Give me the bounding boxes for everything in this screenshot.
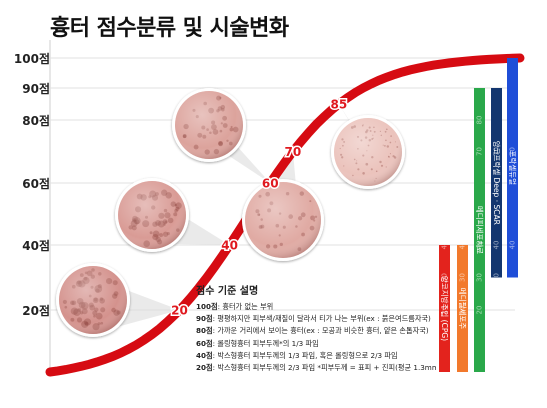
legend-text: : 가까운 거리에서 보이는 흉터(ex : 모공과 비슷한 흉터, 얕은 손톱… <box>212 326 429 336</box>
y-axis-label: 90점 <box>22 82 50 96</box>
legend-score: 60점 <box>196 338 213 348</box>
skin-sample-20 <box>56 263 130 337</box>
treatment-tick: 30 <box>459 273 467 282</box>
legend-text: : 흉터가 없는 부위 <box>217 302 274 311</box>
legend-score: 100점 <box>196 302 218 311</box>
treatment-tick: 40 <box>476 241 484 250</box>
legend-title: 점수 기준 설명 <box>196 286 259 297</box>
legend-row-80: 80점: 가까운 거리에서 보이는 흉터(ex : 모공과 비슷한 흉터, 얕은… <box>196 325 436 337</box>
treatment-tick: 70 <box>509 147 517 156</box>
treatment-tick: 70 <box>493 147 501 156</box>
legend-row-90: 90점: 평평하지만 피부색/재질이 달라서 티가 나는 부위(ex : 붉은여… <box>196 313 436 325</box>
score-curve <box>45 53 525 377</box>
treatment-tick: 40 <box>441 241 449 250</box>
treatment-tick: 80 <box>476 116 484 125</box>
skin-sample-85 <box>331 115 405 189</box>
y-axis-label: 40점 <box>22 239 50 253</box>
legend-text: : 롤링형흉터 피부두께*의 1/3 파임 <box>212 338 319 348</box>
treatment-tick: 20 <box>476 306 484 315</box>
treatment-tick: 40 <box>493 241 501 250</box>
treatment-tick: 30 <box>441 273 449 282</box>
skin-sample-40 <box>115 178 189 252</box>
treatment-tick: 40 <box>509 241 517 250</box>
treatment-bar-fill <box>491 88 502 278</box>
treatment-bar-fill <box>507 58 518 278</box>
legend-score: 90점 <box>196 314 213 324</box>
legend-score: 20점 <box>196 363 213 373</box>
curve-marker: 85 <box>331 98 348 112</box>
y-axis-label: 20점 <box>22 304 50 318</box>
legend-score: 80점 <box>196 326 213 336</box>
legend-row-20: 20점: 박스형흉터 피부두께의 2/3 파임 *피부두께 = 표피 + 진피(… <box>196 362 436 374</box>
treatment-name: 메디피세포치료 <box>475 206 484 254</box>
y-axis-label: 80점 <box>22 114 50 128</box>
treatment-tick: 30 <box>493 273 501 282</box>
curve-marker: 20 <box>171 304 188 318</box>
treatment-name: 메디필세포주 <box>458 288 468 329</box>
treatment-tick: 20 <box>459 306 467 315</box>
treatment-name: 프락셀듀얼 <box>508 151 518 186</box>
score-legend: 점수 기준 설명 100점: 흉터가 없는 부위 90점: 평평하지만 피부색/… <box>196 285 436 374</box>
y-axis-label: 100점 <box>13 52 50 66</box>
legend-row-40: 40점: 박스형흉터 피부두께의 1/3 파임, 혹은 롤링형으로 2/3 파임 <box>196 350 436 362</box>
treatment-tick: 30 <box>476 273 484 282</box>
sample-shade <box>175 91 243 159</box>
sample-shade <box>59 266 127 334</box>
curve-marker: 70 <box>285 145 302 159</box>
legend-text: : 박스형흉터 피부두께의 1/3 파임, 혹은 롤링형으로 2/3 파임 <box>212 350 398 360</box>
legend-row-60: 60점: 롤링형흉터 피부두께*의 1/3 파임 <box>196 338 436 350</box>
treatment-bar-fill <box>474 88 485 372</box>
treatment-bar: 메디필세포주 40 30 20 <box>457 241 468 372</box>
treatment-name: 양코프락셀 Deep · SCAR <box>492 141 502 225</box>
legend-row-100: 100점: 흉터가 없는 부위 <box>196 301 436 313</box>
curve-marker: 60 <box>262 177 279 191</box>
legend-score: 40점 <box>196 350 213 360</box>
legend-text: : 평평하지만 피부색/재질이 달라서 티가 나는 부위(ex : 붉은여드름자… <box>212 314 431 324</box>
skin-sample-70 <box>242 179 324 261</box>
treatment-tick: 20 <box>441 306 449 315</box>
treatment-tick: 40 <box>459 241 467 250</box>
sample-shade <box>334 118 402 186</box>
treatment-bar-fill <box>439 245 450 372</box>
legend-text: : 박스형흉터 피부두께의 2/3 파임 *피부두께 = 표피 + 진피(평균 … <box>212 363 436 373</box>
title: 흉터 점수분류 및 시술변화 <box>50 16 289 41</box>
skin-sample-60 <box>172 88 246 162</box>
treatment-bar: 메디피세포치료 80 70 40 30 20 <box>474 88 485 372</box>
sample-shade <box>245 182 321 258</box>
sample-shade <box>118 181 186 249</box>
treatment-name: 양코지방주입 (CPG) <box>440 276 450 341</box>
treatment-tick: 70 <box>476 147 484 156</box>
treatment-bar: 양코지방주입 (CPG) 40 30 20 <box>439 241 450 372</box>
treatment-bar-fill <box>457 245 468 372</box>
y-axis-label: 60점 <box>22 177 50 191</box>
curve-marker: 40 <box>221 239 238 253</box>
